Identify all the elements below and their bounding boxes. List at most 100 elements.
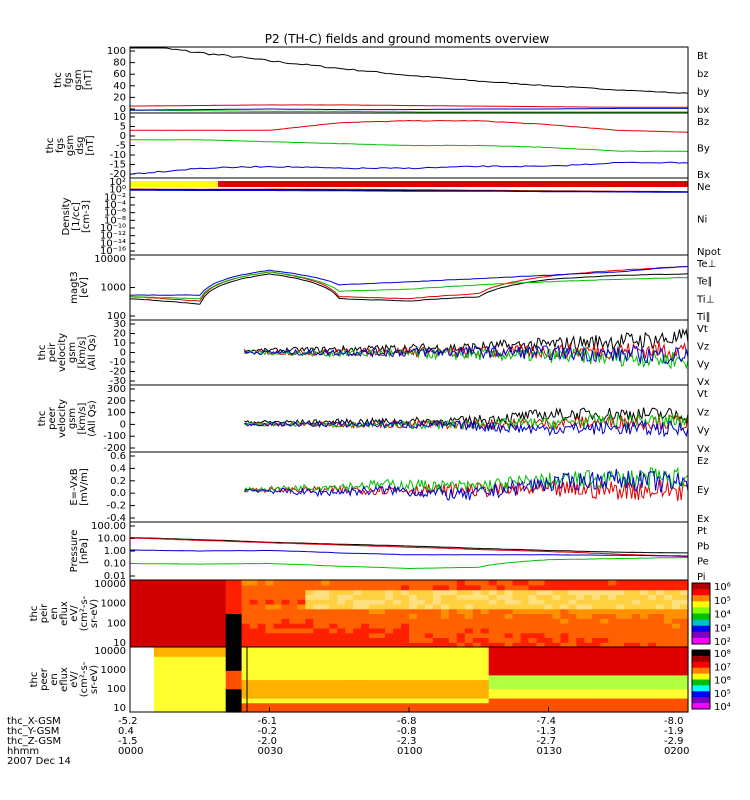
spectrogram-cell (369, 702, 378, 708)
spectrogram-cell (664, 632, 673, 638)
spectrogram-cell (417, 684, 426, 690)
panel-p3-ylabel: Density [1/cc] [cm-3] (61, 197, 92, 235)
spectrogram-cell (401, 670, 410, 676)
spectrogram-cell (552, 684, 562, 690)
spectrogram-cell (496, 707, 506, 713)
spectrogram-cell (329, 584, 338, 591)
spectrogram-cell (656, 594, 665, 600)
spectrogram-cell (608, 656, 617, 662)
spectrogram-cell (440, 665, 450, 671)
spectrogram-cell (488, 613, 498, 619)
spectrogram-cell (520, 670, 530, 676)
spectrogram-cell (257, 580, 267, 586)
spectrogram-cell (448, 599, 458, 605)
spectrogram-cell (377, 613, 386, 619)
spectrogram-cell (536, 647, 546, 653)
spectrogram-cell (281, 627, 291, 634)
spectrogram-cell (680, 627, 689, 634)
y-tick-label: 0.4 (110, 463, 126, 474)
spectrogram-cell (161, 698, 171, 704)
spectrogram-cell (369, 674, 378, 681)
series-line-Ez (244, 479, 689, 502)
spectrogram-cell (472, 608, 482, 615)
series-line-By (130, 139, 689, 152)
spectrogram-cell (369, 589, 378, 595)
spectrogram-cell (313, 637, 322, 643)
spectrogram-cell (337, 688, 346, 694)
spectrogram-cell (361, 656, 370, 662)
spectrogram-cell (201, 627, 211, 634)
spectrogram-cell (369, 684, 378, 690)
spectrogram-cell (169, 637, 179, 643)
panel-p9-ylabel: thc peir en eflux eV/(cm²-s-sr-eV) (29, 595, 100, 631)
spectrogram-cell (504, 627, 514, 634)
spectrogram-cell (464, 642, 474, 648)
spectrogram-cell (576, 670, 585, 676)
spectrogram-cell (552, 670, 562, 676)
spectrogram-cell (257, 618, 267, 624)
spectrogram-cell (369, 599, 378, 605)
spectrogram-cell (225, 656, 235, 662)
spectrogram-cell (584, 613, 593, 619)
spectrogram-cell (130, 647, 139, 653)
spectrogram-cell (329, 651, 338, 657)
spectrogram-cell (369, 632, 378, 638)
spectrogram-cell (393, 660, 402, 667)
spectrogram-cell (169, 647, 179, 653)
spectrogram-cell (680, 684, 689, 690)
spectrogram-cell (432, 660, 442, 667)
spectrogram-cell (424, 613, 434, 619)
spectrogram-cell (520, 584, 530, 591)
spectrogram-cell (313, 679, 322, 685)
spectrogram-cell (329, 642, 338, 648)
spectrogram-cell (185, 632, 195, 638)
spectrogram-cell (193, 693, 203, 699)
spectrogram-cell (385, 707, 394, 713)
spectrogram-cell (432, 618, 442, 624)
legend-Ez: Ez (697, 456, 709, 467)
spectrogram-cell (321, 584, 330, 591)
spectrogram-cell (496, 603, 506, 610)
spectrogram-cell (552, 594, 562, 600)
spectrogram-cell (672, 623, 681, 629)
spectrogram-cell (417, 580, 426, 586)
spectrogram-cell (432, 665, 442, 671)
spectrogram-cell (568, 632, 577, 638)
spectrogram-cell (241, 688, 251, 694)
spectrogram-cell (313, 688, 322, 694)
spectrogram-cell (209, 670, 219, 676)
spectrogram-cell (273, 608, 283, 615)
spectrogram-cell (464, 627, 474, 634)
spectrogram-cell (680, 618, 689, 624)
spectrogram-cell (664, 665, 673, 671)
spectrogram-cell (520, 613, 530, 619)
spectrogram-cell (249, 651, 259, 657)
spectrogram-cell (624, 647, 633, 653)
spectrogram-cell (201, 656, 211, 662)
spectrogram-cell (289, 702, 298, 708)
spectrogram-cell (568, 660, 577, 667)
spectrogram-cell (648, 707, 657, 713)
spectrogram-cell (648, 693, 657, 699)
spectrogram-cell (337, 603, 346, 610)
spectrogram-cell (592, 608, 601, 615)
x-axis-value: 0100 (397, 746, 423, 757)
spectrogram-cell (576, 589, 585, 595)
y-tick-label: -15 (110, 160, 126, 171)
spectrogram-cell (209, 627, 219, 634)
spectrogram-cell (249, 693, 259, 699)
spectrogram-cell (488, 627, 498, 634)
spectrogram-cell (361, 707, 370, 713)
spectrogram-cell (632, 688, 641, 694)
spectrogram-cell (305, 608, 314, 615)
spectrogram-cell (249, 594, 259, 600)
spectrogram-cell (584, 693, 593, 699)
spectrogram-cell (209, 580, 219, 586)
spectrogram-cell (656, 618, 665, 624)
spectrogram-cell (648, 627, 657, 634)
spectrogram-cell (576, 603, 585, 610)
spectrogram-cell (265, 698, 275, 704)
spectrogram-cell (257, 647, 267, 653)
spectrogram-cell (138, 584, 147, 591)
spectrogram-cell (249, 670, 259, 676)
